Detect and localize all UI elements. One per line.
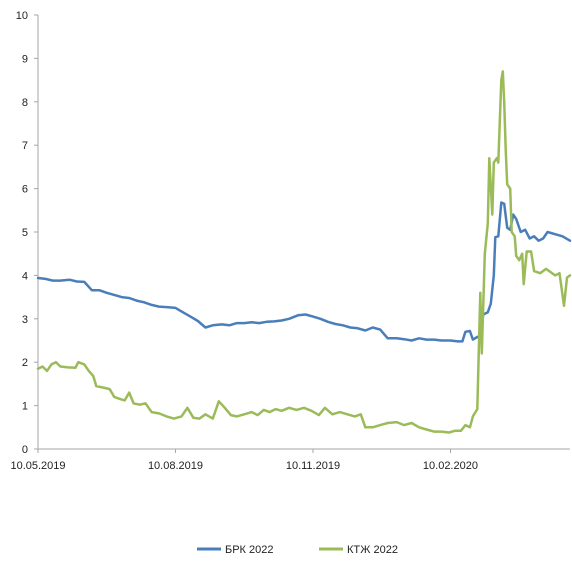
y-tick-label: 2 [22,357,28,369]
series-line-1 [36,201,572,343]
y-tick-label: 3 [22,314,28,326]
y-tick-label: 0 [22,444,28,456]
x-axis: 10.05.2019 10.08.2019 10.11.2019 10.02.2020 [10,449,478,472]
series-lines [36,70,572,434]
legend-label: БРК 2022 [225,544,274,556]
y-tick-label: 10 [16,10,28,22]
x-tick-label: 10.02.2020 [423,460,478,472]
x-tick-label: 10.08.2019 [148,460,203,472]
legend-item-1: БРК 2022 [197,544,274,556]
legend-item-2: КТЖ 2022 [319,544,398,556]
y-axis: 0 1 2 3 4 5 6 7 8 9 10 [16,10,38,456]
legend: БРК 2022 КТЖ 2022 [197,544,398,556]
y-tick-label: 8 [22,97,28,109]
y-tick-label: 1 [22,401,28,413]
x-tick-label: 10.05.2019 [10,460,65,472]
legend-label: КТЖ 2022 [347,544,398,556]
y-tick-label: 4 [22,270,28,282]
x-tick-label: 10.11.2019 [286,460,340,472]
series-line-2 [36,70,572,434]
y-tick-label: 7 [22,140,28,152]
y-tick-label: 5 [22,227,28,239]
y-tick-label: 9 [22,53,28,65]
y-tick-label: 6 [22,184,28,196]
